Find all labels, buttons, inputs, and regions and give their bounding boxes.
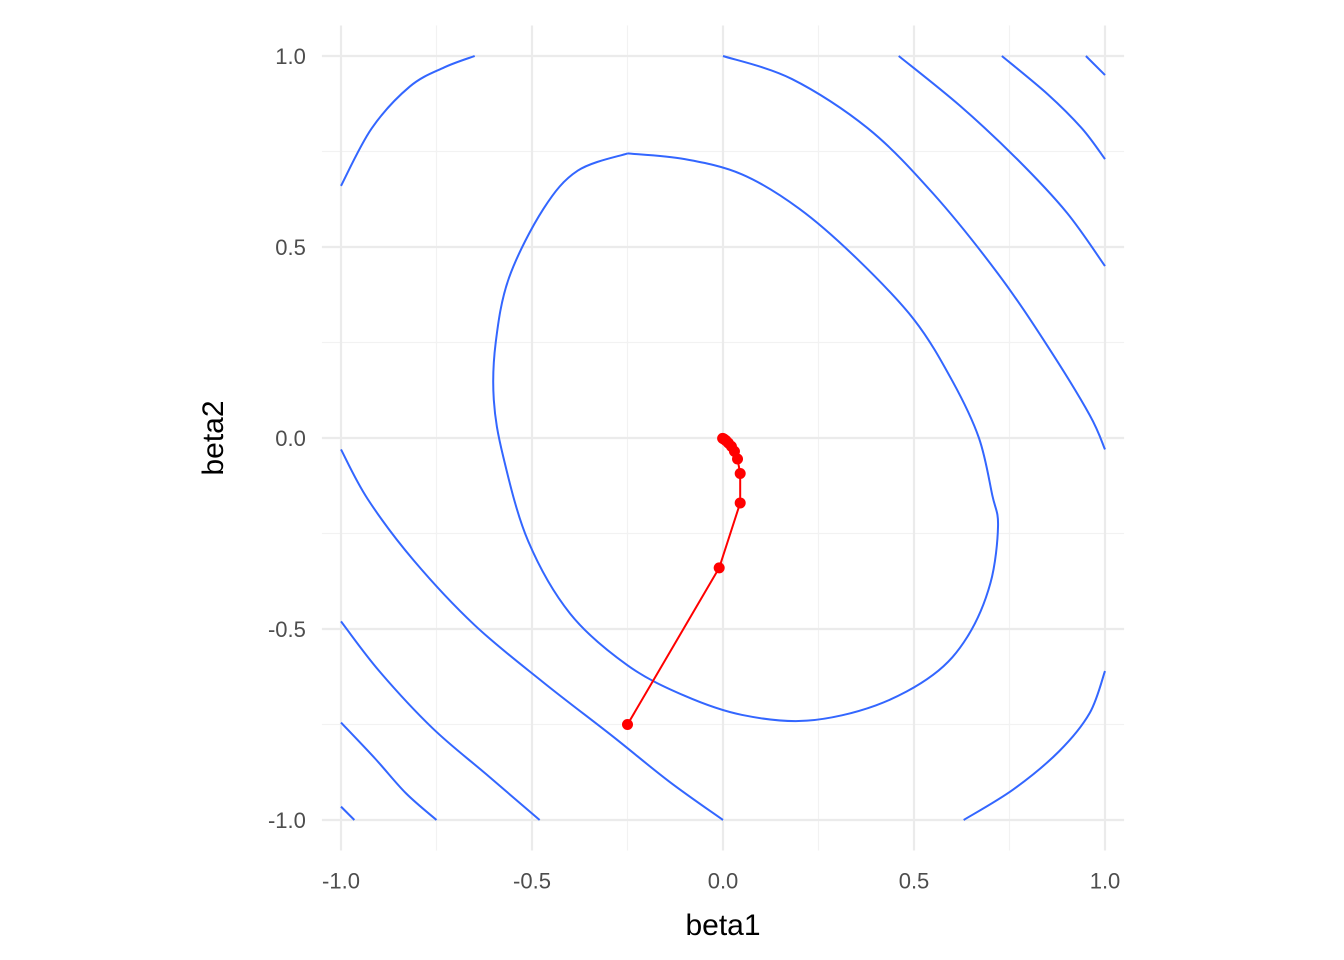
optimization-path [622, 432, 746, 730]
contour-line [340, 55, 476, 187]
y-axis-title: beta2 [197, 400, 230, 475]
y-tick-label: -0.5 [268, 617, 306, 642]
y-tick-label: -1.0 [268, 808, 306, 833]
contour-line [340, 721, 438, 821]
y-tick-label: 0.0 [275, 426, 306, 451]
path-point [622, 719, 633, 730]
contour-line [492, 152, 1000, 723]
contour-line [340, 805, 356, 821]
x-tick-label: 0.5 [899, 869, 930, 894]
x-tick-label: -1.0 [322, 869, 360, 894]
x-axis-title: beta1 [685, 909, 760, 942]
path-point [713, 562, 725, 574]
path-point [717, 432, 729, 444]
contour-line [963, 670, 1106, 821]
contour-line [340, 448, 724, 821]
x-tick-label: -0.5 [513, 869, 551, 894]
contour-line [1085, 55, 1106, 76]
path-point [734, 497, 746, 509]
path-point [734, 468, 746, 480]
y-tick-label: 1.0 [275, 44, 306, 69]
contour-lines [340, 55, 1106, 821]
y-axis-tick-labels: -1.0 -0.5 0.0 0.5 1.0 [268, 44, 306, 833]
contour-line [722, 55, 1106, 450]
contour-line [898, 55, 1106, 267]
contour-line [1001, 55, 1106, 160]
x-tick-label: 1.0 [1090, 869, 1121, 894]
x-tick-label: 0.0 [708, 869, 739, 894]
x-axis-tick-labels: -1.0 -0.5 0.0 0.5 1.0 [322, 869, 1120, 894]
contour-line [340, 620, 541, 821]
y-tick-label: 0.5 [275, 235, 306, 260]
